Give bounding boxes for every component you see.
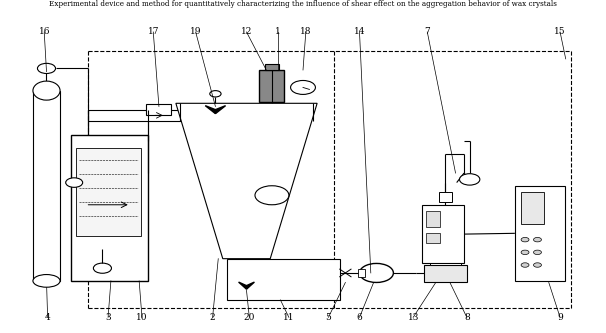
Text: 9: 9	[557, 313, 563, 322]
Text: 17: 17	[147, 27, 159, 36]
Polygon shape	[215, 106, 225, 114]
Circle shape	[459, 174, 480, 185]
Circle shape	[533, 250, 541, 254]
Bar	[259, 70, 284, 102]
Text: 10: 10	[136, 313, 148, 322]
Bar	[422, 205, 464, 263]
Bar	[33, 91, 60, 281]
Circle shape	[521, 237, 529, 242]
Bar	[147, 104, 171, 115]
Circle shape	[255, 186, 289, 205]
Text: 2: 2	[210, 313, 215, 322]
Bar	[515, 186, 565, 281]
Text: 14: 14	[354, 27, 365, 36]
Bar	[426, 211, 441, 227]
Circle shape	[533, 263, 541, 267]
Text: 15: 15	[554, 27, 566, 36]
Text: 11: 11	[283, 313, 295, 322]
Text: 19: 19	[190, 27, 201, 36]
Circle shape	[521, 263, 529, 267]
Bar	[265, 64, 279, 70]
Text: 16: 16	[39, 27, 50, 36]
Bar	[72, 135, 148, 281]
Polygon shape	[247, 282, 255, 289]
Text: 8: 8	[464, 313, 470, 322]
Bar	[76, 148, 141, 236]
Circle shape	[38, 63, 56, 74]
Text: 18: 18	[300, 27, 311, 36]
Ellipse shape	[33, 81, 60, 100]
Bar	[426, 233, 441, 243]
Circle shape	[93, 263, 112, 273]
Text: 7: 7	[424, 27, 430, 36]
Bar	[358, 269, 365, 277]
Text: 4: 4	[45, 313, 50, 322]
Bar	[430, 243, 461, 265]
Circle shape	[521, 250, 529, 254]
Bar	[424, 265, 467, 282]
Bar	[439, 192, 452, 201]
Circle shape	[533, 237, 541, 242]
Text: 6: 6	[356, 313, 362, 322]
Bar	[521, 192, 544, 224]
Bar	[227, 259, 340, 300]
Ellipse shape	[33, 274, 60, 287]
Circle shape	[65, 178, 82, 187]
Circle shape	[290, 81, 316, 95]
Polygon shape	[239, 282, 247, 289]
Text: 5: 5	[325, 313, 331, 322]
Circle shape	[359, 263, 393, 282]
Circle shape	[210, 91, 221, 97]
Text: 13: 13	[407, 313, 419, 322]
Text: 12: 12	[241, 27, 252, 36]
Text: Experimental device and method for quantitatively characterizing the influence o: Experimental device and method for quant…	[49, 0, 557, 8]
Polygon shape	[205, 106, 215, 114]
Polygon shape	[176, 103, 317, 259]
Text: 3: 3	[105, 313, 111, 322]
Text: 20: 20	[244, 313, 255, 322]
Text: 1: 1	[275, 27, 281, 36]
